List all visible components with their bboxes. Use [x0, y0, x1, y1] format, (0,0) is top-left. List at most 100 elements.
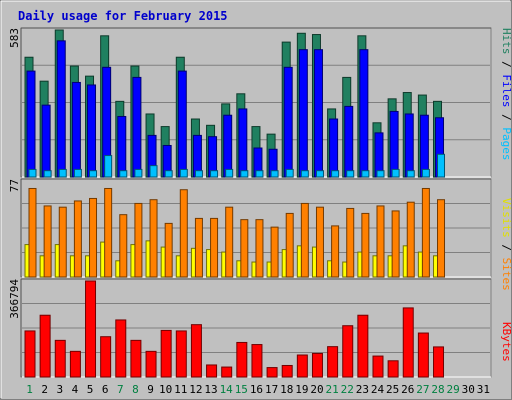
x-tick-labels: 1 2 3 4 5 6 7 8 9 10 11 12 13 14 15 16 17 18 19 20 21 22 23 24 2… — [26, 383, 490, 396]
x-tick-label: 16 — [250, 383, 263, 396]
bars — [24, 29, 446, 378]
bar-sites — [240, 219, 249, 278]
bar-sites — [376, 205, 385, 278]
bar-pages — [300, 170, 309, 178]
x-tick-label: 1 — [26, 383, 33, 396]
legend-visits: Visits — [500, 198, 512, 238]
bar-kbytes — [266, 367, 278, 378]
bar-kbytes — [69, 350, 81, 378]
bar-files — [117, 115, 127, 178]
bar-sites — [164, 222, 173, 278]
x-tick-label: 25 — [386, 383, 399, 396]
bar-sites — [361, 212, 370, 278]
bar-sites — [119, 214, 128, 278]
x-tick-label: 20 — [310, 383, 323, 396]
x-tick-label: 21 — [325, 383, 338, 396]
bar-kbytes — [115, 319, 127, 378]
bar-kbytes — [327, 346, 339, 378]
bar-kbytes — [39, 314, 51, 378]
bar-kbytes — [236, 341, 248, 378]
bar-pages — [194, 170, 203, 178]
bar-files — [177, 70, 187, 178]
legend-kbytes: KBytes — [500, 322, 512, 362]
bar-files — [313, 49, 323, 178]
bar-pages — [179, 168, 188, 178]
chart-title: Daily usage for February 2015 — [18, 9, 228, 23]
bar-pages — [315, 170, 324, 178]
bar-kbytes — [372, 355, 384, 378]
bar-kbytes — [160, 329, 172, 378]
bar-sites — [391, 210, 400, 278]
bar-pages — [43, 170, 52, 178]
x-tick-label: 10 — [159, 383, 172, 396]
bar-kbytes — [402, 307, 414, 378]
bar-kbytes — [54, 339, 66, 378]
bot-ymax-label: 366794 — [8, 279, 21, 319]
bar-sites — [270, 226, 279, 278]
bar-sites — [104, 187, 113, 278]
x-tick-label: 13 — [204, 383, 217, 396]
bar-files — [132, 76, 142, 178]
bar-sites — [149, 199, 158, 278]
bar-files — [41, 104, 51, 178]
bar-pages — [240, 170, 249, 178]
bar-files — [26, 70, 36, 178]
bar-pages — [104, 155, 113, 178]
bar-sites — [73, 200, 82, 278]
bar-pages — [285, 168, 294, 178]
bar-pages — [331, 170, 340, 178]
bar-sites — [58, 206, 67, 278]
x-tick-label: 8 — [132, 383, 139, 396]
bar-pages — [58, 168, 67, 178]
bar-sites — [421, 187, 430, 278]
bar-kbytes — [190, 324, 202, 378]
bar-pages — [391, 168, 400, 178]
bar-pages — [437, 153, 446, 178]
bar-files — [71, 81, 81, 178]
bar-pages — [421, 168, 430, 178]
bar-kbytes — [175, 330, 187, 378]
x-tick-label: 27 — [416, 383, 429, 396]
x-tick-label: 9 — [147, 383, 154, 396]
x-tick-label: 26 — [401, 383, 414, 396]
x-tick-label: 5 — [87, 383, 94, 396]
bar-kbytes — [251, 344, 263, 378]
bar-pages — [210, 170, 219, 178]
x-tick-label: 30 — [462, 383, 475, 396]
legend-pages: Pages — [500, 127, 512, 160]
legend-files: Files — [500, 74, 512, 107]
bar-kbytes — [281, 364, 293, 378]
bar-sites — [255, 219, 264, 278]
x-tick-label: 19 — [295, 383, 308, 396]
bar-sites — [43, 205, 52, 278]
bar-files — [344, 105, 354, 178]
bar-kbytes — [417, 332, 429, 378]
bar-sites — [210, 217, 219, 278]
bar-kbytes — [296, 354, 308, 378]
bar-sites — [134, 202, 143, 278]
bar-sites — [406, 201, 415, 278]
top-ymax-label: 583 — [8, 28, 21, 48]
bar-files — [389, 110, 399, 178]
bar-sites — [346, 207, 355, 278]
bar-kbytes — [206, 364, 218, 378]
bar-pages — [361, 170, 370, 178]
mid-right-legend: Visits / Sites — [500, 198, 512, 291]
bar-pages — [270, 170, 279, 178]
bar-pages — [255, 170, 264, 178]
x-tick-label: 7 — [117, 383, 124, 396]
mid-ymax-label: 77 — [8, 179, 21, 192]
bar-kbytes — [221, 366, 233, 378]
bar-kbytes — [342, 325, 354, 378]
bar-kbytes — [311, 352, 323, 378]
bar-sites — [331, 225, 340, 278]
bar-pages — [119, 170, 128, 178]
bar-kbytes — [387, 360, 399, 378]
x-tick-label: 22 — [341, 383, 354, 396]
x-tick-label: 17 — [265, 383, 278, 396]
bar-sites — [285, 212, 294, 278]
bar-pages — [164, 170, 173, 178]
x-tick-label: 23 — [356, 383, 369, 396]
bar-sites — [194, 217, 203, 278]
